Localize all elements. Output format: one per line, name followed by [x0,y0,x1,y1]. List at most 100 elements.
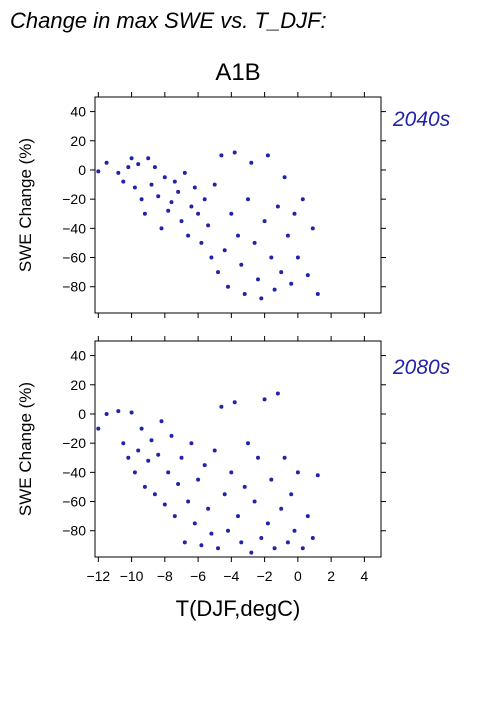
figure-title: Change in max SWE vs. T_DJF: [10,8,327,33]
scatter-point [146,156,151,161]
scatter-point [126,455,131,460]
scatter-point [236,233,240,238]
scatter-point [156,194,161,199]
scatter-point [236,514,240,519]
scatter-point [256,277,260,282]
scatter-point [121,179,126,184]
scatter-point [206,223,211,228]
points-layer [96,150,320,301]
scatter-point [256,455,260,460]
scatter-point [239,540,244,545]
scatter-point [310,226,315,231]
y-tick-label: 0 [78,406,86,422]
scatter-point [292,528,297,533]
scatter-point [300,197,305,202]
scatter-point [126,165,131,170]
scatter-point [262,219,267,224]
y-tick-label: −80 [62,523,86,539]
scatter-point [232,400,237,405]
scatter-point [265,521,270,526]
y-tick-label: −20 [62,435,86,451]
scatter-point [285,540,290,545]
scatter-point [202,197,207,202]
scatter-point [265,153,270,158]
y-tick-label: 0 [78,162,86,178]
y-tick-label: −40 [62,220,86,236]
scatter-point [186,499,191,504]
x-tick-label: 0 [294,568,302,584]
scatter-point [152,165,157,170]
scatter-point [182,170,187,175]
scatter-point [139,197,144,202]
scatter-point [116,170,121,175]
y-tick-label: 20 [70,133,86,149]
x-tick-label: −2 [257,568,273,584]
panel-label-2080s: 2080s [392,356,451,379]
y-tick-label: −60 [62,250,86,266]
scatter-point [272,287,277,292]
scatter-point [242,292,247,296]
scatter-point [252,240,257,245]
scatter-point [136,448,141,453]
scatter-point [212,448,217,453]
y-tick-label: 40 [70,348,86,364]
scatter-point [275,204,280,209]
scatter-point [162,175,167,180]
scatter-point [310,536,315,540]
y-tick-label: 40 [70,104,86,120]
scatter-point [186,233,191,238]
scatter-point [152,492,157,497]
x-tick-label: −4 [223,568,239,584]
scatter-point [156,452,161,457]
scatter-point [172,179,177,184]
x-tick-label: −6 [190,568,206,584]
scatter-point [282,455,287,460]
scatter-point [142,211,147,216]
x-axis-ticks: −12 −10 −8 −6 −4 −2 0 2 4 [86,336,368,584]
scatter-point [206,506,211,511]
scatter-point [295,255,300,260]
scatter-point [179,219,184,224]
scatter-point [104,412,109,416]
scatter-point [222,248,227,253]
scatter-point [146,458,151,463]
scatter-point [249,160,254,165]
scatter-point [285,233,290,238]
scatter-point [289,281,294,286]
y-axis-ticks: 40 20 0 −20 −40 −60 −80 [62,104,386,295]
scatter-point [272,546,277,551]
scatter-point [216,270,220,275]
scatter-point [209,255,214,260]
scatter-point [252,499,257,504]
scatter-point [226,528,230,533]
scenario-label: A1B [215,59,260,86]
scatter-point [182,540,187,545]
scatter-point [166,208,171,213]
scatter-point [169,433,174,438]
scatter-point [246,197,250,202]
scatter-point [262,397,267,402]
scatter-point [129,410,134,415]
scatter-point [189,441,194,446]
scatter-point [189,204,194,209]
scatter-point [295,470,300,475]
y-tick-label: −60 [62,494,86,510]
scatter-point [149,182,154,187]
scatter-point [216,546,220,551]
scatter-point [259,536,264,540]
scatter-point [129,156,134,161]
scatter-point [149,438,154,443]
scatter-point [196,477,201,482]
x-tick-label: 2 [327,568,335,584]
scatter-point [202,463,207,468]
scatter-point [279,506,284,511]
scatter-point [246,441,250,446]
scatter-point [192,185,197,190]
scatter-point [139,426,144,431]
scatter-point [242,484,247,489]
scatter-point [315,473,320,478]
scatter-point [199,543,204,548]
scatter-point [300,546,305,551]
scatter-point [279,270,284,275]
